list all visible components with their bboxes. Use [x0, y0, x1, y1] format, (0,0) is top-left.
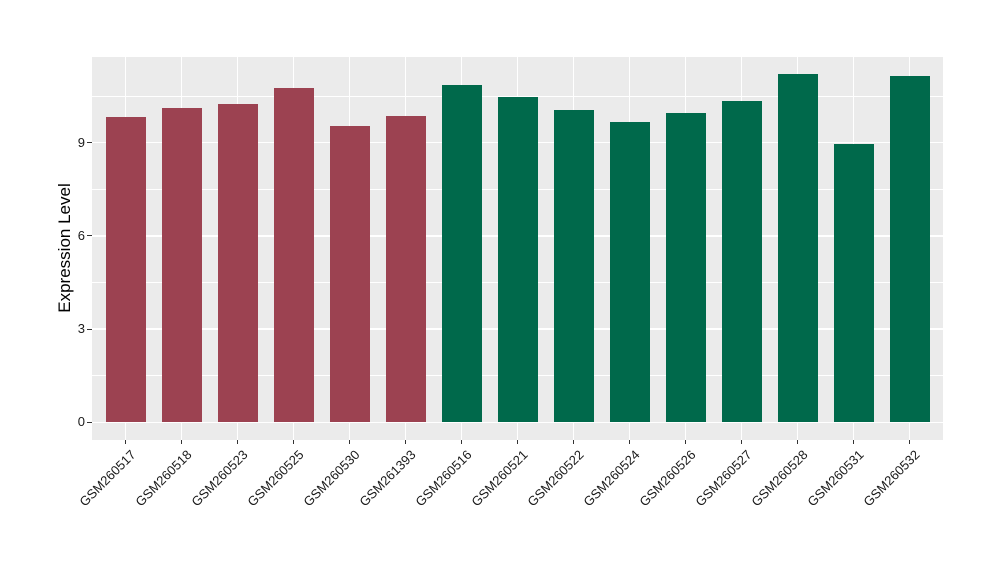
- bar: [161, 107, 202, 423]
- x-tick-label: GSM260532: [859, 447, 923, 510]
- x-tick-mark: [741, 440, 743, 444]
- x-tick-label: GSM261393: [355, 447, 419, 510]
- x-tick-label: GSM260521: [467, 447, 531, 510]
- x-tick-mark: [237, 440, 239, 444]
- bar: [777, 74, 818, 423]
- bar: [217, 103, 258, 423]
- y-tick-mark: [87, 235, 92, 237]
- x-tick-label: GSM260524: [579, 447, 643, 510]
- bar: [721, 101, 762, 423]
- bar: [889, 75, 930, 423]
- x-tick-mark: [405, 440, 407, 444]
- x-tick-mark: [517, 440, 519, 444]
- bar: [105, 116, 146, 423]
- y-axis-title: Expression Level: [55, 183, 74, 313]
- y-tick-mark: [87, 421, 92, 423]
- y-tick-label: 3: [77, 321, 85, 337]
- bar: [833, 143, 874, 423]
- y-tick-label: 6: [77, 227, 85, 243]
- bar: [329, 125, 370, 423]
- x-tick-label: GSM260527: [691, 447, 755, 510]
- bar: [497, 96, 538, 423]
- bar: [609, 122, 650, 423]
- plot-panel: [92, 57, 943, 440]
- y-tick-label: 9: [77, 134, 85, 150]
- y-tick-label: 0: [77, 414, 85, 430]
- x-tick-mark: [461, 440, 463, 444]
- bar: [665, 113, 706, 423]
- x-tick-label: GSM260523: [187, 447, 251, 510]
- bar: [273, 87, 314, 423]
- y-tick-mark: [87, 142, 92, 144]
- x-tick-mark: [909, 440, 911, 444]
- bar: [553, 110, 594, 423]
- x-tick-mark: [797, 440, 799, 444]
- y-tick-mark: [87, 328, 92, 330]
- x-tick-mark: [685, 440, 687, 444]
- bar: [441, 84, 482, 423]
- x-tick-mark: [573, 440, 575, 444]
- x-tick-mark: [349, 440, 351, 444]
- x-tick-label: GSM260516: [411, 447, 475, 510]
- x-tick-label: GSM260528: [747, 447, 811, 510]
- x-tick-label: GSM260531: [803, 447, 867, 510]
- x-tick-label: GSM260525: [243, 447, 307, 510]
- bar: [385, 115, 426, 423]
- x-tick-label: GSM260522: [523, 447, 587, 510]
- x-tick-label: GSM260517: [75, 447, 139, 510]
- x-tick-mark: [125, 440, 127, 444]
- x-tick-label: GSM260518: [131, 447, 195, 510]
- x-tick-mark: [629, 440, 631, 444]
- x-tick-mark: [853, 440, 855, 444]
- x-tick-mark: [293, 440, 295, 444]
- x-tick-label: GSM260530: [299, 447, 363, 510]
- x-tick-label: GSM260526: [635, 447, 699, 510]
- x-tick-mark: [181, 440, 183, 444]
